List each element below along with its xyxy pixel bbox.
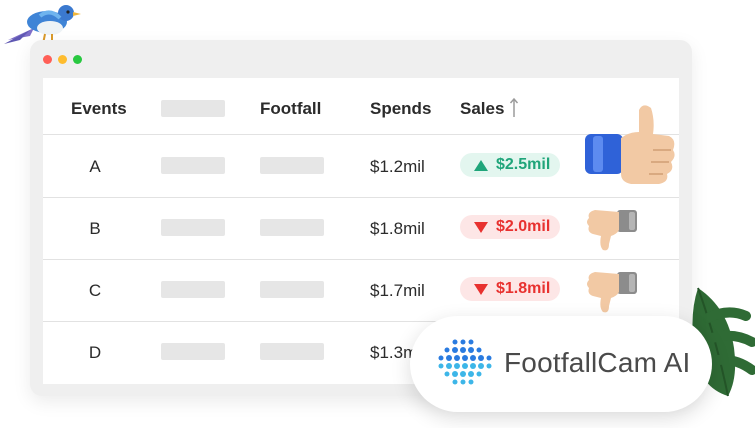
footfall-placeholder	[260, 219, 324, 236]
column-header-sales[interactable]: Sales	[460, 99, 505, 118]
spends-value: $1.8mil	[370, 219, 425, 238]
sales-value: $2.0mil	[496, 218, 551, 235]
column-header-spends[interactable]: Spends	[370, 99, 432, 118]
thumbs-up-icon	[585, 105, 675, 184]
sales-badge-negative: $2.0mil	[460, 215, 561, 239]
event-name: A	[89, 157, 101, 176]
table-row[interactable]: D $1.3mil	[43, 321, 679, 383]
sort-ascending-icon[interactable]	[509, 97, 519, 119]
minimize-button[interactable]	[58, 55, 67, 64]
thumbs-down-icon	[587, 210, 637, 251]
window-controls	[43, 55, 82, 64]
footfallcam-logo-icon	[438, 339, 492, 385]
footfall-placeholder	[260, 281, 324, 298]
trend-down-icon	[474, 221, 488, 233]
column-header-footfall[interactable]: Footfall	[260, 99, 322, 118]
table-row[interactable]: A $1.2mil $2.5mil	[43, 135, 679, 198]
brand-badge: FootfallCam AI	[410, 316, 712, 412]
brand-name: FootfallCam AI	[504, 347, 691, 378]
cell-placeholder	[161, 219, 225, 236]
trend-down-icon	[474, 283, 488, 295]
close-button[interactable]	[43, 55, 52, 64]
event-name: D	[88, 343, 102, 362]
sales-badge-negative: $1.8mil	[460, 277, 561, 301]
sales-value: $1.8mil	[496, 280, 551, 297]
column-header-placeholder	[161, 100, 225, 117]
sales-badge-positive: $2.5mil	[460, 153, 561, 177]
spends-value: $1.2mil	[370, 157, 425, 176]
cell-placeholder	[161, 157, 225, 174]
table-row[interactable]: C $1.7mil $1.8mil	[43, 259, 679, 322]
event-name: C	[88, 281, 102, 300]
footfall-placeholder	[260, 157, 324, 174]
footfall-placeholder	[260, 343, 324, 360]
table-header: Events Footfall Spends Sales	[43, 78, 679, 135]
trend-up-icon	[474, 159, 488, 171]
column-header-events[interactable]: Events	[71, 99, 127, 118]
table-row[interactable]: B $1.8mil $2.0mil	[43, 197, 679, 260]
sales-value: $2.5mil	[496, 156, 551, 173]
event-name: B	[89, 219, 101, 238]
cell-placeholder	[161, 343, 225, 360]
spends-value: $1.7mil	[370, 281, 425, 300]
maximize-button[interactable]	[73, 55, 82, 64]
cell-placeholder	[161, 281, 225, 298]
thumbs-down-icon	[587, 272, 637, 313]
